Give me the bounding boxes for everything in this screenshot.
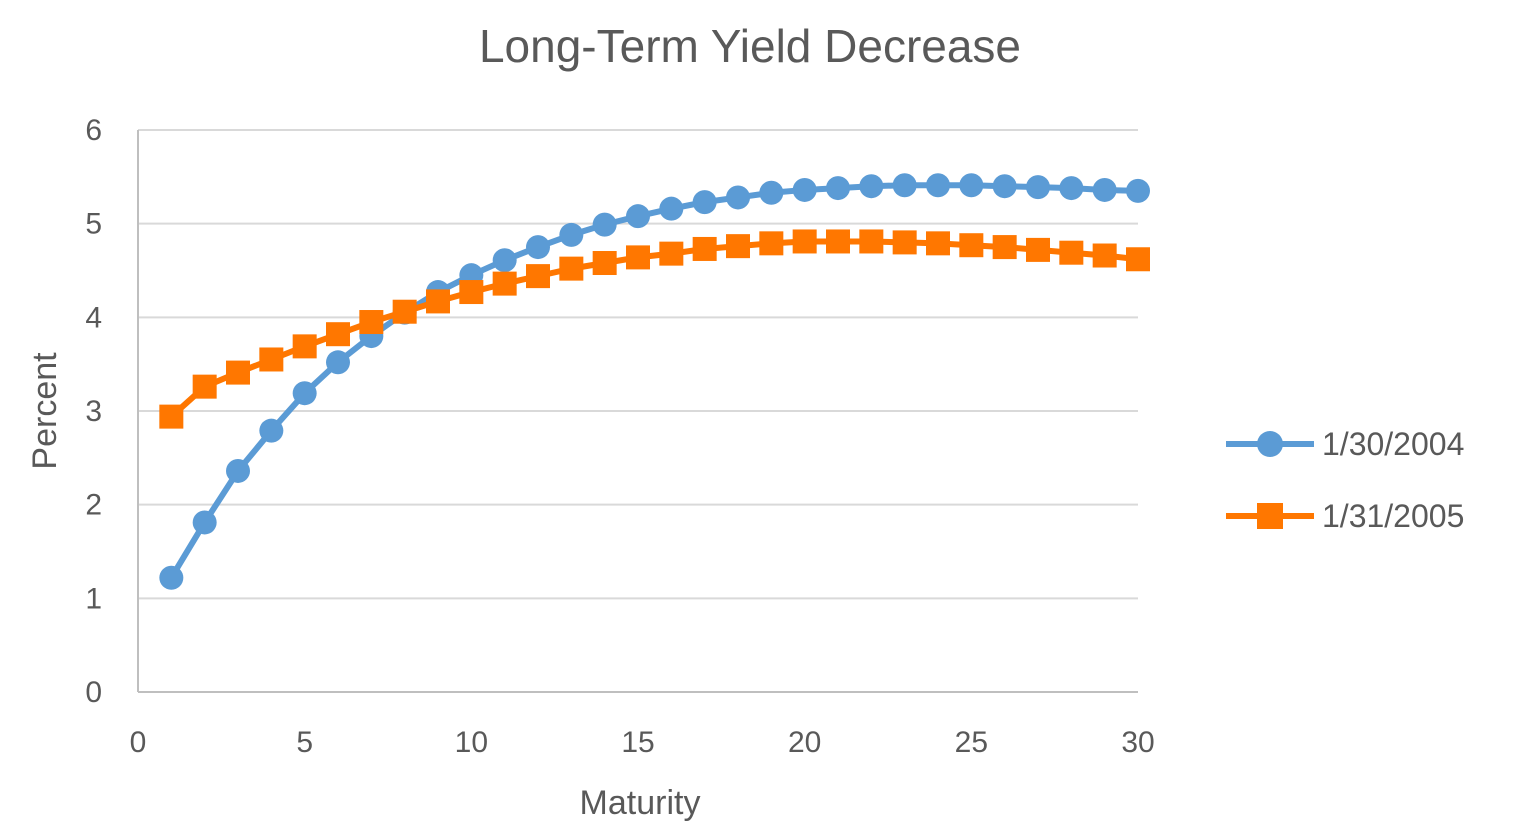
y-tick-label: 1: [85, 582, 102, 615]
x-tick-label: 15: [621, 726, 654, 759]
data-point: [259, 418, 284, 443]
data-point: [1026, 237, 1050, 262]
data-point: [992, 174, 1017, 199]
data-point: [1126, 247, 1150, 272]
legend-entry: 1/30/2004: [1226, 426, 1464, 462]
data-point: [192, 374, 217, 399]
plot-series: [159, 173, 1150, 590]
x-axis-title: Maturity: [580, 784, 701, 822]
legend-marker: [1257, 431, 1283, 457]
data-point: [859, 229, 884, 254]
x-tick-label: 25: [955, 726, 988, 759]
data-point: [792, 229, 817, 254]
axes: [137, 130, 1138, 693]
data-point: [659, 241, 684, 266]
data-point: [626, 245, 650, 270]
data-point: [259, 347, 284, 372]
data-point: [559, 256, 584, 281]
legend-marker: [1257, 503, 1283, 529]
legend-label: 1/30/2004: [1322, 426, 1464, 462]
data-point: [359, 310, 384, 335]
data-point: [1092, 243, 1117, 268]
data-point: [326, 322, 350, 347]
data-point: [226, 458, 250, 483]
series-2: [159, 229, 1150, 429]
data-point: [226, 360, 250, 385]
data-point: [292, 381, 317, 406]
data-point: [926, 231, 950, 256]
chart-title: Long-Term Yield Decrease: [479, 20, 1021, 72]
series-line: [168, 238, 1141, 420]
series-1: [159, 173, 1150, 590]
data-point: [159, 404, 184, 429]
data-point: [492, 248, 517, 273]
data-point: [759, 180, 784, 205]
x-tick-label: 0: [130, 726, 147, 759]
data-point: [392, 299, 417, 324]
data-point: [192, 510, 217, 535]
data-point: [692, 236, 717, 261]
data-point: [892, 173, 917, 198]
data-point: [626, 204, 650, 229]
data-point: [592, 212, 617, 237]
data-point: [1059, 240, 1084, 265]
data-point: [1026, 175, 1050, 200]
x-tick-label: 10: [455, 726, 488, 759]
data-point: [826, 229, 850, 254]
data-point: [726, 234, 750, 259]
legend-label: 1/31/2005: [1322, 498, 1464, 534]
x-tick-label: 30: [1121, 726, 1154, 759]
y-tick-label: 0: [85, 676, 102, 709]
y-tick-label: 5: [85, 208, 102, 241]
data-point: [992, 235, 1017, 260]
legend-entry: 1/31/2005: [1226, 498, 1464, 534]
data-point: [826, 176, 850, 201]
data-point: [1059, 176, 1084, 201]
data-point: [1092, 177, 1117, 202]
data-point: [526, 264, 550, 289]
data-point: [526, 235, 550, 260]
gridlines: [138, 129, 1138, 600]
data-point: [892, 230, 917, 255]
data-point: [326, 350, 350, 375]
x-tick-label: 5: [296, 726, 313, 759]
data-point: [659, 196, 684, 221]
y-tick-label: 3: [85, 395, 102, 428]
data-point: [592, 251, 617, 276]
data-point: [926, 173, 950, 198]
data-point: [692, 190, 717, 215]
data-point: [959, 233, 984, 258]
data-point: [759, 231, 784, 256]
data-point: [426, 289, 450, 314]
data-point: [159, 565, 184, 590]
y-tick-label: 6: [85, 114, 102, 147]
data-point: [459, 280, 484, 305]
data-point: [292, 334, 317, 359]
y-tick-label: 4: [85, 301, 102, 334]
data-point: [859, 174, 884, 199]
x-tick-labels: 0 5 10 15 20 25 30: [130, 726, 1155, 759]
data-point: [559, 222, 584, 247]
data-point: [1126, 178, 1150, 203]
data-point: [792, 177, 817, 202]
data-point: [726, 185, 750, 210]
data-point: [492, 271, 517, 296]
x-tick-label: 20: [788, 726, 821, 759]
y-tick-label: 2: [85, 489, 102, 522]
data-point: [959, 173, 984, 198]
y-tick-labels: 0 1 2 3 4 5 6: [85, 114, 102, 709]
legend: 1/30/2004 1/31/2005: [1226, 426, 1464, 534]
y-axis-title: Percent: [26, 352, 64, 470]
